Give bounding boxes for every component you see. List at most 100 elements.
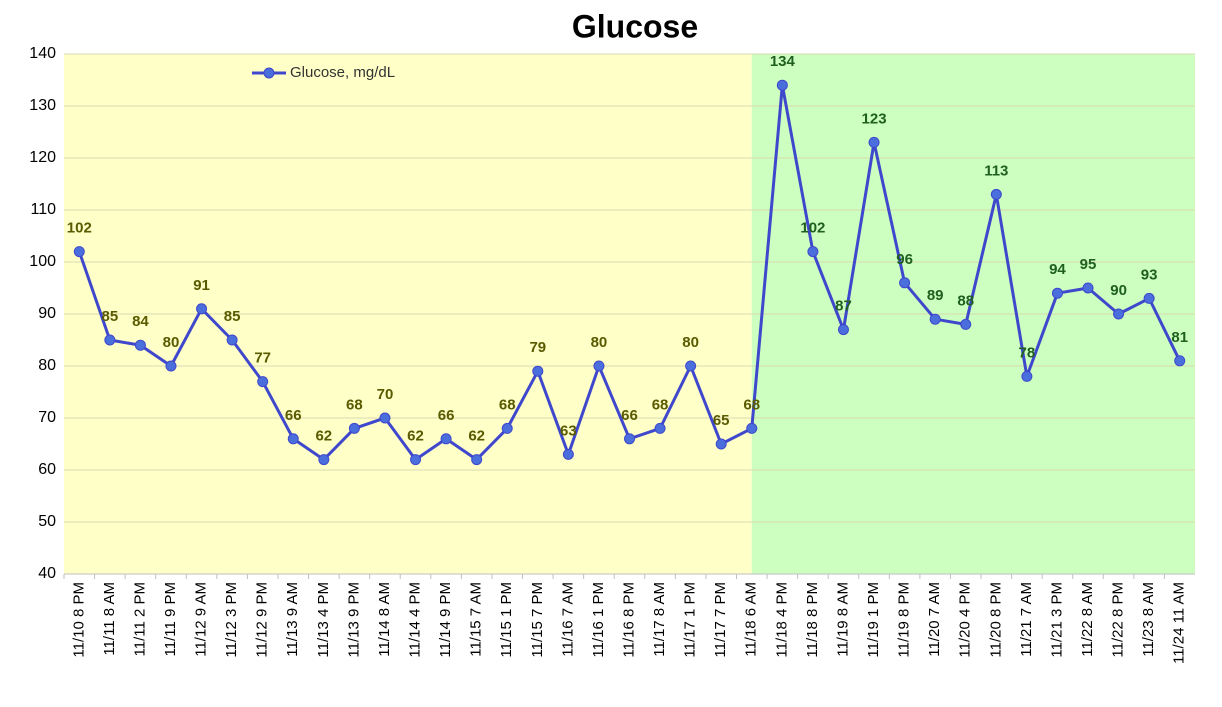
data-label: 68 bbox=[346, 396, 363, 413]
x-tick-label: 11/17 7 PM bbox=[712, 582, 729, 658]
x-tick-label: 11/19 1 PM bbox=[865, 582, 882, 658]
data-point bbox=[654, 422, 666, 434]
x-tick-label: 11/11 2 PM bbox=[131, 582, 148, 657]
data-point bbox=[165, 360, 177, 372]
x-tick-label: 11/23 8 AM bbox=[1140, 582, 1157, 657]
data-point bbox=[440, 433, 452, 445]
x-tick-label: 11/14 4 PM bbox=[406, 582, 423, 658]
x-tick-label: 11/20 4 PM bbox=[957, 582, 974, 658]
data-label: 85 bbox=[102, 308, 119, 325]
data-label: 66 bbox=[621, 407, 638, 424]
x-tick-label: 11/13 4 PM bbox=[315, 582, 332, 658]
y-tick-label: 40 bbox=[38, 565, 56, 582]
data-point bbox=[348, 422, 360, 434]
data-label: 80 bbox=[591, 334, 608, 351]
data-label: 102 bbox=[67, 220, 92, 237]
y-tick-label: 100 bbox=[29, 253, 56, 270]
x-tick-label: 11/12 3 PM bbox=[223, 582, 240, 658]
x-tick-label: 11/24 11 AM bbox=[1171, 582, 1188, 664]
data-label: 96 bbox=[896, 251, 913, 268]
data-label: 113 bbox=[984, 162, 1008, 179]
data-label: 89 bbox=[927, 287, 944, 304]
x-tick-label: 11/16 8 PM bbox=[620, 582, 637, 658]
data-point bbox=[73, 246, 85, 258]
x-tick-label: 11/11 9 PM bbox=[162, 582, 179, 657]
data-point bbox=[929, 313, 941, 325]
data-point bbox=[715, 438, 727, 450]
data-label: 93 bbox=[1141, 266, 1158, 283]
x-tick-label: 11/17 8 AM bbox=[651, 582, 668, 657]
data-label: 65 bbox=[713, 412, 730, 429]
y-tick-label: 90 bbox=[38, 305, 56, 322]
x-tick-label: 11/14 9 PM bbox=[437, 582, 454, 658]
data-point bbox=[899, 277, 911, 289]
x-tick-label: 11/21 3 PM bbox=[1048, 582, 1065, 658]
data-point bbox=[501, 422, 513, 434]
data-point bbox=[837, 324, 849, 336]
x-tick-label: 11/19 8 PM bbox=[896, 582, 913, 658]
data-label: 90 bbox=[1110, 282, 1127, 299]
data-point bbox=[532, 365, 544, 377]
x-tick-label: 11/14 8 AM bbox=[376, 582, 393, 657]
x-tick-label: 11/16 7 AM bbox=[559, 582, 576, 657]
data-point bbox=[134, 339, 146, 351]
data-point bbox=[562, 448, 574, 460]
y-tick-label: 140 bbox=[29, 45, 56, 62]
x-tick-label: 11/20 7 AM bbox=[926, 582, 943, 657]
data-point bbox=[1143, 292, 1155, 304]
data-point bbox=[379, 412, 391, 424]
x-tick-label: 11/18 8 PM bbox=[804, 582, 821, 658]
data-point bbox=[746, 422, 758, 434]
data-point bbox=[990, 188, 1002, 200]
data-point bbox=[471, 454, 483, 466]
data-point bbox=[685, 360, 697, 372]
data-label: 91 bbox=[193, 277, 210, 294]
data-label: 70 bbox=[377, 386, 394, 403]
x-tick-label: 11/18 6 AM bbox=[743, 582, 760, 657]
x-tick-label: 11/22 8 AM bbox=[1079, 582, 1096, 657]
data-point bbox=[104, 334, 116, 346]
data-point bbox=[410, 454, 422, 466]
data-point bbox=[1021, 370, 1033, 382]
legend-marker bbox=[263, 67, 275, 79]
data-point bbox=[226, 334, 238, 346]
data-label: 80 bbox=[682, 334, 699, 351]
x-tick-label: 11/11 8 AM bbox=[101, 582, 118, 656]
x-tick-label: 11/12 9 PM bbox=[254, 582, 271, 658]
data-point bbox=[318, 454, 330, 466]
x-tick-label: 11/20 8 PM bbox=[987, 582, 1004, 658]
data-point bbox=[196, 303, 208, 315]
data-label: 95 bbox=[1080, 256, 1097, 273]
x-tick-label: 11/13 9 PM bbox=[345, 582, 362, 658]
data-point bbox=[593, 360, 605, 372]
y-tick-label: 130 bbox=[29, 97, 56, 114]
data-label: 84 bbox=[132, 313, 149, 330]
y-tick-label: 60 bbox=[38, 461, 56, 478]
data-label: 68 bbox=[499, 396, 516, 413]
y-tick-label: 70 bbox=[38, 409, 56, 426]
x-tick-label: 11/17 1 PM bbox=[682, 582, 699, 658]
y-tick-label: 50 bbox=[38, 513, 56, 530]
data-label: 62 bbox=[468, 428, 485, 445]
data-label: 94 bbox=[1049, 261, 1066, 278]
data-label: 62 bbox=[407, 428, 424, 445]
data-point bbox=[960, 318, 972, 330]
data-label: 66 bbox=[438, 407, 455, 424]
x-tick-label: 11/15 1 PM bbox=[498, 582, 515, 658]
data-point bbox=[868, 136, 880, 148]
data-label: 134 bbox=[770, 53, 796, 70]
data-label: 85 bbox=[224, 308, 241, 325]
x-tick-label: 11/12 9 AM bbox=[193, 582, 210, 657]
x-tick-label: 11/19 8 AM bbox=[834, 582, 851, 657]
data-label: 63 bbox=[560, 422, 577, 439]
data-label: 102 bbox=[800, 220, 825, 237]
data-label: 68 bbox=[743, 396, 760, 413]
data-point bbox=[287, 433, 299, 445]
data-label: 78 bbox=[1019, 344, 1036, 361]
data-point bbox=[1113, 308, 1125, 320]
y-tick-label: 120 bbox=[29, 149, 56, 166]
data-label: 66 bbox=[285, 407, 302, 424]
data-label: 79 bbox=[529, 339, 546, 356]
x-tick-label: 11/18 4 PM bbox=[773, 582, 790, 658]
